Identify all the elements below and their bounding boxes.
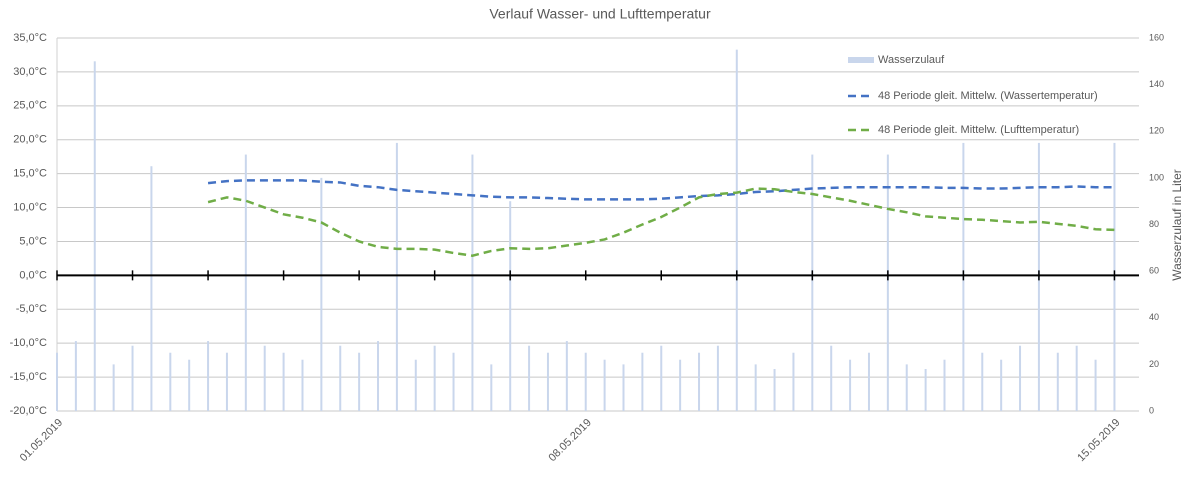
y2-tick-label: 120: [1149, 126, 1164, 136]
bar: [943, 359, 946, 411]
bar: [509, 201, 512, 411]
bar: [886, 154, 889, 411]
bar: [546, 352, 549, 411]
bar: [452, 352, 455, 411]
bar: [490, 364, 493, 411]
x-tick-label: 01.05.2019: [18, 417, 65, 464]
legend-swatch: [848, 57, 874, 63]
bar: [830, 345, 833, 411]
bar: [1019, 345, 1022, 411]
bar: [471, 154, 474, 411]
bar: [358, 352, 361, 411]
y2-tick-label: 40: [1149, 312, 1159, 322]
y-tick-label: -10,0°C: [10, 337, 47, 349]
y-tick-label: 20,0°C: [13, 134, 47, 146]
bar: [754, 364, 757, 411]
bar: [377, 341, 380, 411]
bar: [924, 369, 927, 411]
line-series: [207, 179, 1115, 201]
bar: [188, 359, 191, 411]
bar: [207, 341, 210, 411]
bar: [792, 352, 795, 411]
bar: [735, 49, 738, 411]
bar: [679, 359, 682, 411]
chart-title: Verlauf Wasser- und Lufttemperatur: [489, 6, 711, 22]
bar: [528, 345, 531, 411]
bar: [565, 341, 568, 411]
x-tick-label: 15.05.2019: [1075, 417, 1122, 464]
bar: [320, 177, 323, 411]
y-tick-label: 35,0°C: [13, 32, 47, 44]
bar: [981, 352, 984, 411]
y-tick-label: -5,0°C: [16, 303, 47, 315]
bar: [603, 359, 606, 411]
bar: [263, 345, 266, 411]
bar: [905, 364, 908, 411]
bar: [584, 352, 587, 411]
y2-tick-label: 20: [1149, 359, 1159, 369]
bar: [93, 61, 96, 411]
y-tick-label: 5,0°C: [19, 235, 47, 247]
bar: [225, 352, 228, 411]
y2-tick-label: 80: [1149, 219, 1159, 229]
bar: [849, 359, 852, 411]
bar: [716, 345, 719, 411]
bar: [414, 359, 417, 411]
x-tick-label: 08.05.2019: [546, 417, 593, 464]
y2-tick-label: 100: [1149, 172, 1164, 182]
bar: [660, 345, 663, 411]
bar: [433, 345, 436, 411]
bar: [1056, 352, 1059, 411]
bar: [811, 154, 814, 411]
bar: [698, 352, 701, 411]
y2-tick-label: 140: [1149, 79, 1164, 89]
bar: [74, 341, 77, 411]
y2-tick-label: 0: [1149, 405, 1154, 415]
bar: [131, 345, 134, 411]
bar: [641, 352, 644, 411]
bar: [1075, 345, 1078, 411]
y-tick-label: 15,0°C: [13, 168, 47, 180]
bar: [339, 345, 342, 411]
bar: [395, 142, 398, 411]
legend-label: 48 Periode gleit. Mittelw. (Wassertemper…: [878, 90, 1098, 102]
y-tick-label: -15,0°C: [10, 371, 47, 383]
y-tick-label: -20,0°C: [10, 405, 47, 417]
bar: [1094, 359, 1097, 411]
bar: [56, 352, 58, 411]
bar: [622, 364, 625, 411]
y2-tick-label: 160: [1149, 32, 1164, 42]
line-series: [207, 187, 1115, 257]
bar: [112, 364, 115, 411]
y-tick-label: 10,0°C: [13, 201, 47, 213]
bar: [282, 352, 285, 411]
y2-tick-label: 60: [1149, 266, 1159, 276]
y-tick-label: 30,0°C: [13, 66, 47, 78]
y-tick-label: 25,0°C: [13, 100, 47, 112]
y-tick-label: 0,0°C: [19, 269, 47, 281]
legend-label: 48 Periode gleit. Mittelw. (Lufttemperat…: [878, 124, 1079, 136]
bar: [1000, 359, 1003, 411]
bar: [301, 359, 304, 411]
bar: [244, 154, 247, 411]
y2-axis-label: Wasserzulauf in Liter: [1170, 169, 1184, 281]
bar: [150, 166, 153, 411]
bar: [867, 352, 870, 411]
legend-label: Wasserzulauf: [878, 54, 945, 66]
bar: [773, 369, 776, 411]
bar: [169, 352, 172, 411]
